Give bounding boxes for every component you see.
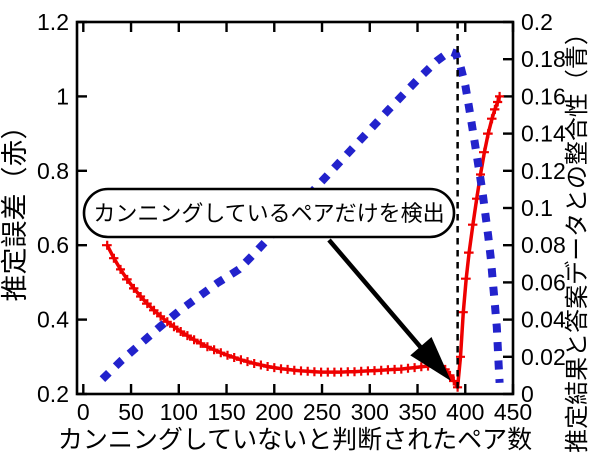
right-tick-label: 0.12 (521, 158, 566, 184)
left-tick-label: 0.6 (37, 232, 69, 258)
right-tick-label: 0.16 (521, 83, 566, 109)
right-tick-label: 0.18 (521, 46, 566, 72)
x-tick-label: 350 (398, 399, 436, 425)
x-tick-label: 100 (160, 399, 198, 425)
x-tick-label: 50 (118, 399, 144, 425)
right-tick-label: 0.1 (521, 195, 553, 221)
left-tick-label: 1.2 (37, 9, 69, 35)
left-tick-label: 0.2 (37, 381, 69, 407)
right-tick-label: 0 (521, 381, 534, 407)
series-estimation-error-markers (102, 91, 505, 392)
right-tick-label: 0.04 (521, 307, 566, 333)
left-axis-label: 推定誤差（赤） (0, 113, 30, 302)
x-axis-label: カンニングしていないと判断されたペア数 (58, 426, 532, 454)
series-layer (99, 47, 505, 392)
x-tick-label: 0 (77, 399, 90, 425)
x-tick-label: 300 (351, 399, 389, 425)
x-tick-label: 150 (207, 399, 245, 425)
annotation-layer: カンニングしているペアだけを検出 (82, 187, 456, 381)
axes-layer: 0 50 100 150 200 250 300 350 400 450 0.2 0.4 0.6 0.8 1… (37, 9, 566, 425)
right-tick-label: 0.06 (521, 269, 566, 295)
annotation-text: カンニングしているペアだけを検出 (93, 201, 444, 226)
right-axis-label: 推定結果と答案データとの整合性（青） (564, 21, 591, 453)
x-tick-label: 450 (494, 399, 532, 425)
annotation-arrow-head (410, 337, 451, 381)
series-estimation-error (105, 95, 502, 390)
left-tick-label: 0.4 (37, 307, 69, 333)
series-consistency (99, 47, 504, 384)
annotation-arrow-shaft (327, 238, 425, 352)
right-tick-label: 0.08 (521, 232, 566, 258)
left-tick-label: 0.8 (37, 158, 69, 184)
x-tick-label: 200 (255, 399, 293, 425)
x-tick-label: 400 (446, 399, 484, 425)
left-tick-label: 1 (56, 83, 69, 109)
x-tick-label: 250 (303, 399, 341, 425)
annotation-bubble (82, 187, 456, 239)
right-tick-label: 0.14 (521, 121, 566, 147)
right-tick-label: 0.2 (521, 9, 553, 35)
right-tick-label: 0.02 (521, 344, 566, 370)
